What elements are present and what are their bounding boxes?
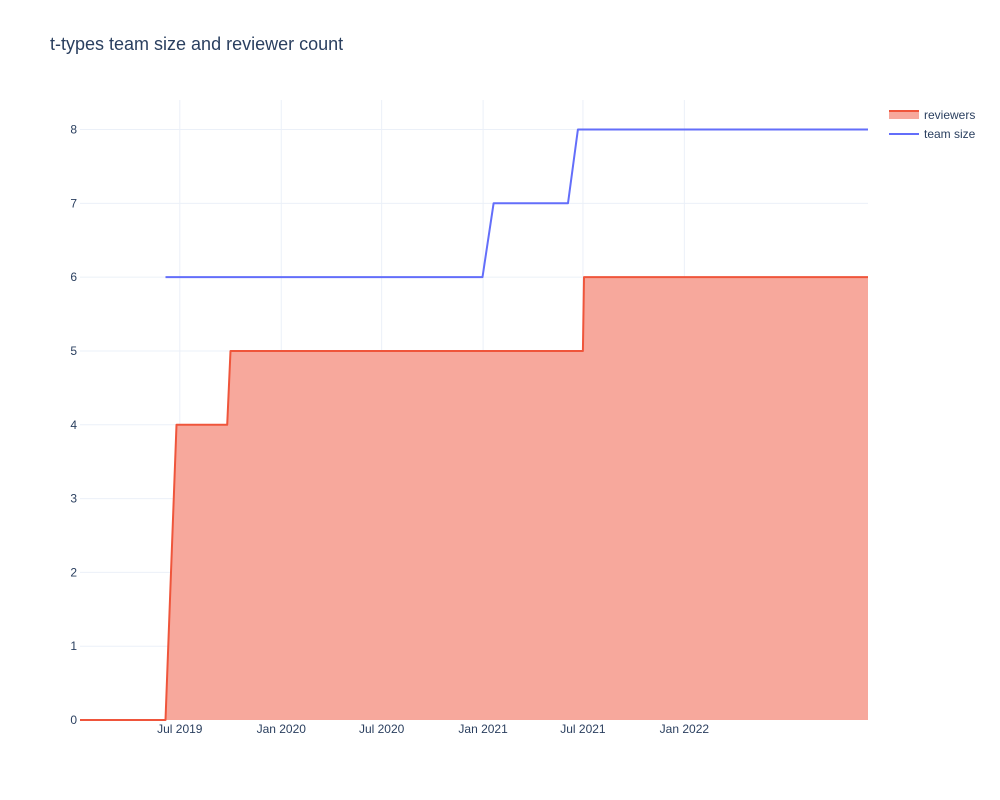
chart-title: t-types team size and reviewer count — [50, 34, 343, 54]
series-layer — [80, 128, 868, 721]
y-tick-label: 6 — [70, 270, 77, 284]
y-tick-label: 1 — [70, 639, 77, 653]
y-tick-label: 5 — [70, 344, 77, 358]
y-tick-label: 7 — [70, 196, 77, 210]
y-tick-label: 2 — [70, 565, 77, 579]
x-tick-label: Jul 2021 — [560, 722, 606, 736]
legend-swatch — [889, 111, 919, 119]
y-tick-label: 8 — [70, 123, 77, 137]
y-tick-label: 4 — [70, 418, 77, 432]
x-tick-label: Jul 2020 — [359, 722, 405, 736]
legend-item-reviewers[interactable]: reviewers — [889, 108, 975, 122]
legend-item-team-size[interactable]: team size — [889, 127, 976, 141]
y-tick-label: 0 — [70, 713, 77, 727]
x-tick-label: Jan 2022 — [660, 722, 710, 736]
legend-label: reviewers — [924, 108, 975, 122]
x-axis-ticks: Jul 2019 Jan 2020 Jul 2020 Jan 2021 Jul 2021… — [157, 722, 709, 736]
legend[interactable]: reviewers team size — [889, 108, 976, 141]
legend-label: team size — [924, 127, 976, 141]
y-tick-label: 3 — [70, 492, 77, 506]
x-tick-label: Jan 2020 — [257, 722, 307, 736]
x-tick-label: Jul 2019 — [157, 722, 203, 736]
y-axis-ticks: 0 1 2 3 4 5 6 7 8 — [70, 123, 77, 727]
reviewers-area-fill — [80, 277, 868, 720]
team-size-line — [165, 128, 868, 279]
reviewers-line — [80, 276, 868, 721]
x-tick-label: Jan 2021 — [458, 722, 508, 736]
